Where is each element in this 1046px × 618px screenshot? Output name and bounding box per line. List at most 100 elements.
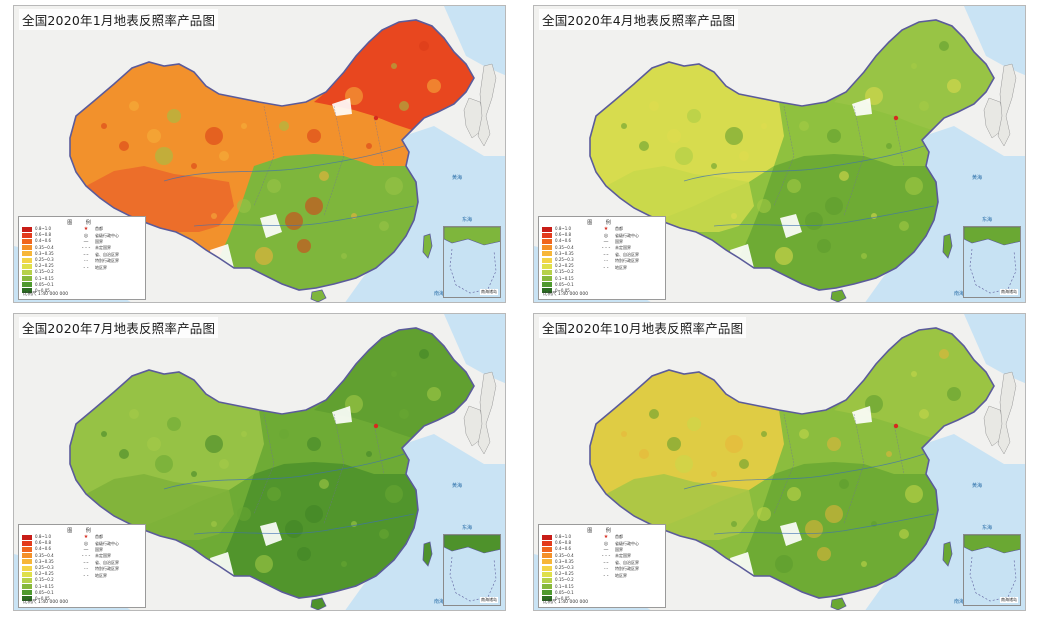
map-panel-october: 黄海 东海 南海 全国2020年10月地表反照率产品图图 例 0.8~1.0 0.6~0.…	[533, 313, 1026, 611]
legend-class-label: 0.8~1.0	[555, 534, 572, 540]
albedo-texture-patch	[379, 221, 389, 231]
legend-title: 图 例	[67, 220, 97, 226]
legend-swatch	[22, 565, 32, 571]
river-line	[163, 145, 405, 182]
sea-label: 南海	[954, 291, 965, 297]
albedo-texture-patch	[899, 221, 909, 231]
albedo-texture-patch	[805, 520, 823, 538]
inset-boundary-line	[969, 248, 1017, 294]
capital-star-icon: ★	[83, 226, 89, 233]
map-title: 全国2020年7月地表反照率产品图	[19, 317, 219, 338]
no-data-area	[260, 522, 282, 546]
albedo-texture-patch	[255, 555, 273, 573]
map-scale: 比例尺 1:40 000 000	[23, 292, 69, 297]
albedo-texture-patch	[319, 171, 329, 181]
legend-class-row: 0.15~0.2	[22, 269, 54, 275]
legend-class-label: 0.15~0.2	[35, 577, 54, 583]
map-scale: 比例尺 1:40 000 000	[543, 600, 589, 605]
korea-landmass	[983, 97, 1005, 139]
provincial-capital-icon: ◎	[83, 540, 89, 547]
legend-symbol-row: ◎ 省级行政中心	[79, 540, 119, 547]
albedo-texture-patch	[621, 123, 627, 129]
albedo-texture-patch	[399, 101, 409, 111]
albedo-texture-patch	[805, 212, 823, 230]
legend-class-label: 0.2~0.25	[35, 571, 54, 577]
sea-area-ne	[444, 6, 505, 76]
albedo-texture-patch	[341, 561, 347, 567]
undetermined-boundary-icon: - - -	[601, 553, 611, 560]
japan-landmass	[477, 63, 497, 147]
albedo-texture-patch	[101, 431, 107, 437]
albedo-texture-patch	[297, 239, 311, 253]
sar-boundary-icon: ···	[603, 258, 609, 265]
albedo-texture-patch	[757, 507, 771, 521]
albedo-texture-patch	[399, 409, 409, 419]
legend-swatch	[542, 559, 552, 565]
albedo-texture-patch	[886, 143, 892, 149]
legend-class-row: 0.05~0.1	[22, 282, 54, 288]
legend-class-row: 0.4~0.6	[22, 238, 54, 244]
legend-swatch	[22, 238, 32, 244]
albedo-texture-patch	[147, 437, 161, 451]
sea-label: 黄海	[972, 175, 983, 181]
legend-symbol-row: ★ 首都	[79, 226, 119, 232]
national-boundary-icon: —	[83, 546, 89, 553]
albedo-texture-patch	[319, 479, 329, 489]
albedo-texture-patch	[711, 163, 717, 169]
sea-label: 南海	[434, 599, 445, 605]
legend-symbol-row: ★ 首都	[599, 226, 639, 232]
albedo-texture-patch	[827, 437, 841, 451]
legend-swatch	[542, 577, 552, 583]
legend-class-row: 0.6~0.8	[542, 540, 574, 546]
legend-swatch	[542, 546, 552, 552]
legend-class-row: 0.2~0.25	[542, 571, 574, 577]
albedo-texture-patch	[667, 437, 681, 451]
legend-swatch	[22, 534, 32, 540]
legend-symbol-label: 地区界	[95, 572, 107, 578]
albedo-texture-patch	[905, 177, 923, 195]
sar-boundary-icon: ···	[83, 258, 89, 265]
legend-class-label: 0.2~0.25	[555, 571, 574, 577]
legend-symbol-row: - - 地区界	[79, 572, 119, 579]
legend-swatch	[22, 263, 32, 269]
region-boundary-icon: - -	[83, 264, 89, 271]
albedo-texture-patch	[267, 487, 281, 501]
albedo-texture-patch	[761, 123, 767, 129]
legend-symbol-label: 首都	[615, 534, 623, 540]
albedo-texture-patch	[366, 143, 372, 149]
legend-symbol-row: — 国界	[599, 239, 639, 245]
legend-symbol-label: 未定国界	[95, 553, 111, 559]
albedo-texture-patch	[675, 455, 693, 473]
legend-class-row: 0~0.05	[22, 288, 54, 294]
legend-class-row: 0.3~0.35	[22, 251, 54, 257]
albedo-texture-patch	[799, 429, 809, 439]
legend-class-row: 0.2~0.25	[22, 263, 54, 269]
japan-landmass	[477, 371, 497, 455]
legend-swatch	[22, 269, 32, 275]
legend-swatch	[542, 276, 552, 282]
albedo-texture-patch	[305, 197, 323, 215]
legend-class-label: 0.1~0.15	[35, 583, 54, 589]
legend-symbol-row: ··· 特别行政区界	[79, 566, 119, 572]
legend-symbol-row: - - - 未定国界	[79, 553, 119, 559]
sar-boundary-icon: ···	[83, 566, 89, 573]
albedo-texture-patch	[649, 409, 659, 419]
legend-symbol-label: 省、自治区界	[615, 559, 639, 565]
albedo-texture-patch	[947, 387, 961, 401]
inset-coastline	[444, 227, 500, 246]
albedo-texture-patch	[947, 79, 961, 93]
sea-label: 东海	[982, 525, 993, 531]
legend-symbol-row: -·- 省、自治区界	[79, 560, 119, 566]
legend-swatch	[22, 571, 32, 577]
legend-class-label: 0.35~0.4	[555, 244, 574, 250]
albedo-texture-patch	[739, 459, 749, 469]
legend-class-label: 0.25~0.3	[555, 257, 574, 263]
inset-coastline	[964, 227, 1020, 246]
legend-class-label: 0.6~0.8	[555, 232, 572, 238]
albedo-texture-patch	[919, 101, 929, 111]
albedo-texture-patch	[155, 147, 173, 165]
map-scale: 比例尺 1:40 000 000	[543, 292, 589, 297]
albedo-texture-patch	[366, 451, 372, 457]
legend-class-row: 0.05~0.1	[542, 282, 574, 288]
albedo-texture-patch	[639, 449, 649, 459]
